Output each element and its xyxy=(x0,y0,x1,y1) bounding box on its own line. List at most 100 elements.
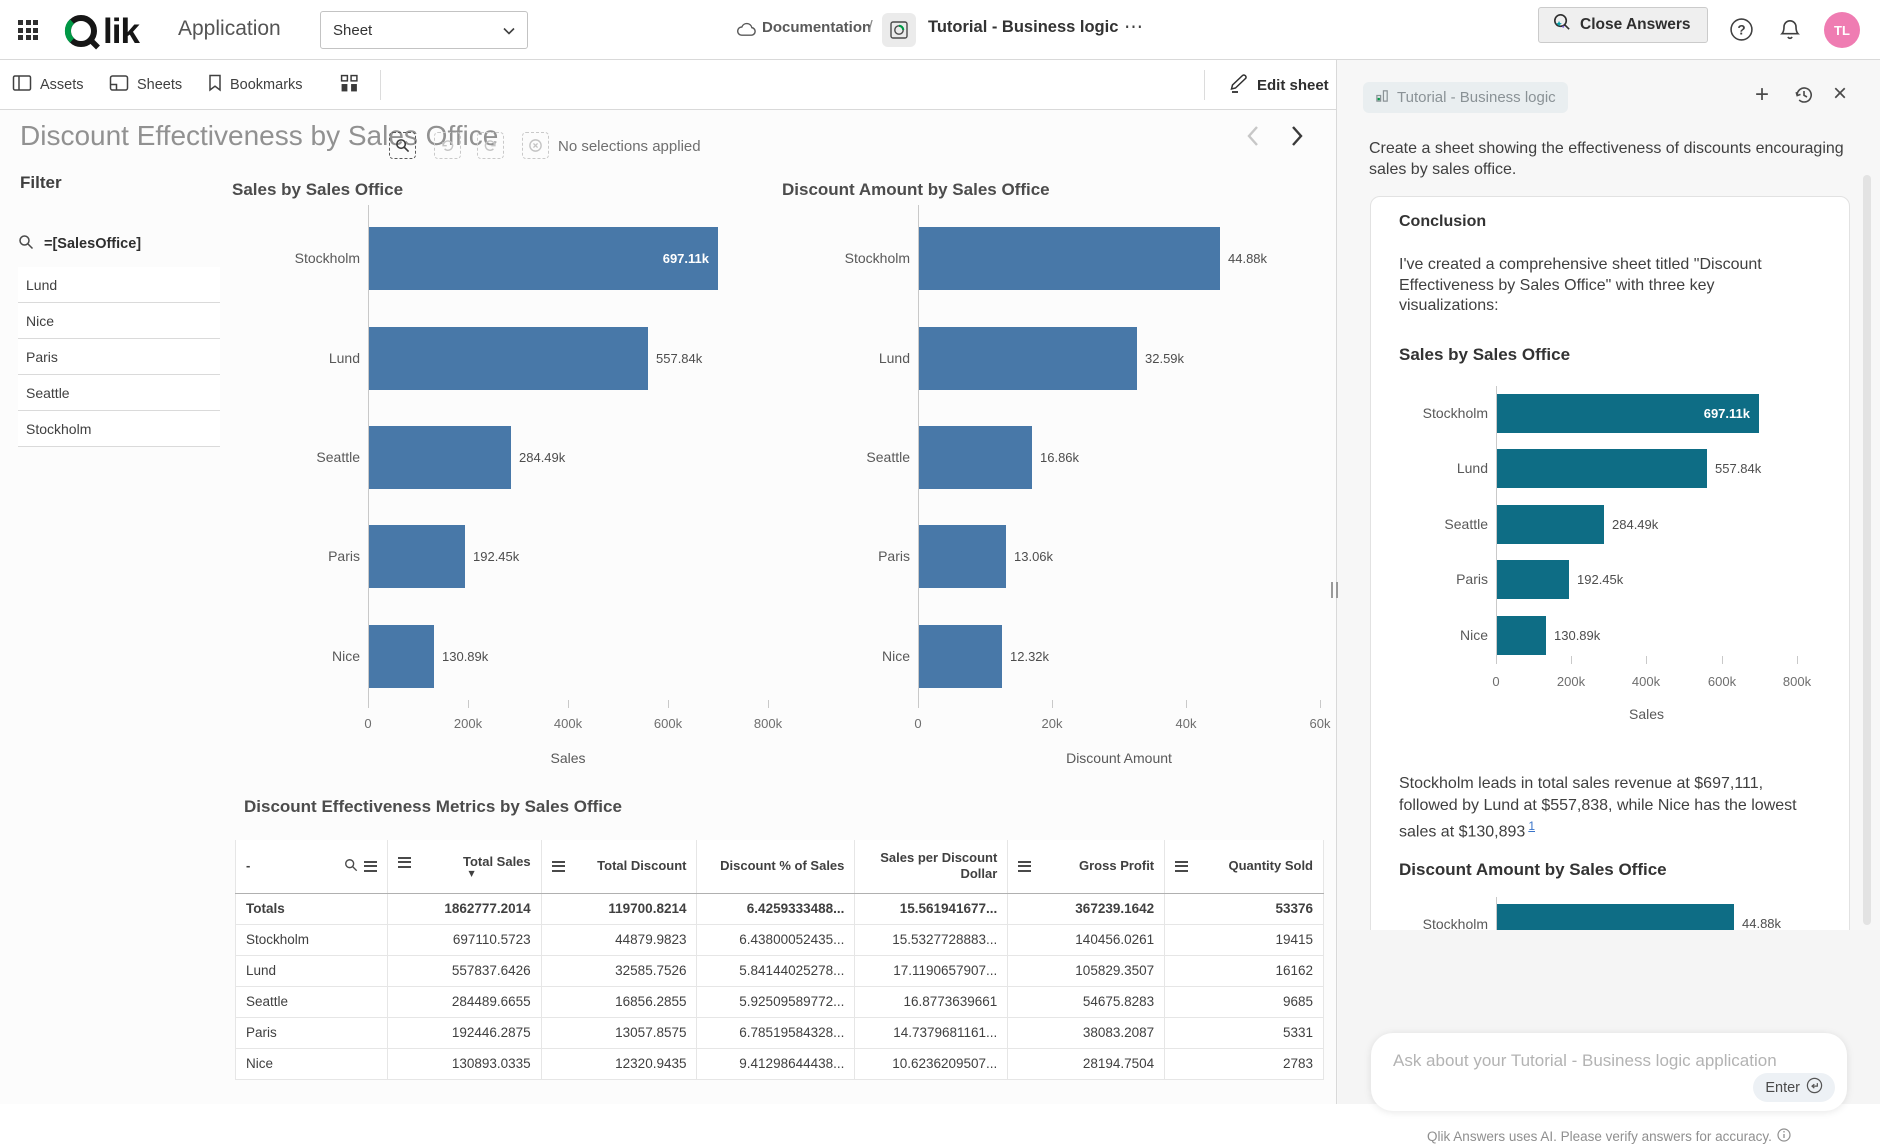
bar-lund[interactable] xyxy=(369,327,648,390)
column-header-quantity-sold[interactable]: Quantity Sold xyxy=(1164,840,1324,894)
dimension-cell[interactable]: Stockholm xyxy=(235,923,388,956)
bar-paris[interactable] xyxy=(369,525,465,588)
category-label-stockholm[interactable]: Stockholm xyxy=(1422,405,1488,421)
column-menu-icon[interactable] xyxy=(1175,860,1189,872)
measure-cell[interactable]: 19415 xyxy=(1164,923,1324,956)
category-label-nice[interactable]: Nice xyxy=(881,648,910,664)
panel-scrollbar[interactable] xyxy=(1863,175,1871,925)
bar-nice[interactable] xyxy=(919,625,1002,688)
column-header-gross-profit[interactable]: Gross Profit xyxy=(1007,840,1166,894)
measure-cell[interactable]: 54675.8283 xyxy=(1007,985,1166,1018)
measure-cell[interactable]: 192446.2875 xyxy=(386,1016,542,1049)
sheet-objects-button[interactable] xyxy=(340,60,359,110)
enter-button[interactable]: Enter xyxy=(1753,1073,1835,1102)
category-label-lund[interactable]: Lund xyxy=(328,350,360,366)
next-sheet-button[interactable] xyxy=(1290,124,1304,153)
clear-selections-button[interactable] xyxy=(522,132,549,159)
measure-cell[interactable]: 17.1190657907... xyxy=(854,954,1009,987)
history-icon[interactable] xyxy=(1793,84,1815,111)
filter-value-stockholm[interactable]: Stockholm xyxy=(18,411,220,447)
column-header-sales-per-discount-dollar[interactable]: Sales per Discount Dollar xyxy=(854,840,1009,894)
previous-sheet-button[interactable] xyxy=(1246,124,1260,153)
bar-paris[interactable] xyxy=(919,525,1006,588)
bar-seattle[interactable] xyxy=(369,426,511,489)
bar-seattle[interactable] xyxy=(1497,505,1604,544)
category-label-seattle[interactable]: Seattle xyxy=(316,449,360,465)
app-launcher-icon[interactable] xyxy=(18,20,38,40)
category-label-seattle[interactable]: Seattle xyxy=(1444,516,1488,532)
bar-lund[interactable] xyxy=(919,327,1137,390)
measure-cell[interactable]: 14.7379681161... xyxy=(854,1016,1009,1049)
measure-cell[interactable]: 28194.7504 xyxy=(1007,1047,1166,1080)
category-label-seattle[interactable]: Seattle xyxy=(866,449,910,465)
breadcrumb-app-title[interactable]: Tutorial - Business logic xyxy=(928,18,1119,36)
dimension-cell[interactable]: Seattle xyxy=(235,985,388,1018)
close-answers-button[interactable]: Close Answers xyxy=(1538,7,1708,43)
measure-cell[interactable]: 5331 xyxy=(1164,1016,1324,1049)
column-menu-icon[interactable] xyxy=(1018,860,1032,872)
notifications-bell-icon[interactable] xyxy=(1778,17,1802,47)
measure-cell[interactable]: 140456.0261 xyxy=(1007,923,1166,956)
bar-seattle[interactable] xyxy=(919,426,1032,489)
measure-cell[interactable]: 15.5327728883... xyxy=(854,923,1009,956)
close-panel-icon[interactable]: × xyxy=(1833,80,1848,107)
dimension-cell[interactable]: Paris xyxy=(235,1016,388,1049)
bar-paris[interactable] xyxy=(1497,560,1569,599)
measure-cell[interactable]: 16856.2855 xyxy=(540,985,698,1018)
bar-stockholm[interactable] xyxy=(919,227,1220,290)
user-avatar[interactable]: TL xyxy=(1824,12,1860,48)
column-header-discount-of-sales[interactable]: Discount % of Sales xyxy=(696,840,856,894)
column-menu-icon[interactable] xyxy=(551,860,565,872)
measure-cell[interactable]: 32585.7526 xyxy=(540,954,698,987)
measure-cell[interactable]: 557837.6426 xyxy=(386,954,542,987)
measure-cell[interactable]: 284489.6655 xyxy=(386,985,542,1018)
panel-resize-handle[interactable] xyxy=(1331,582,1341,600)
bar-stockholm[interactable] xyxy=(369,227,718,290)
measure-cell[interactable]: 38083.2087 xyxy=(1007,1016,1166,1049)
measure-cell[interactable]: 9.41298644438... xyxy=(696,1047,856,1080)
column-header-total-sales[interactable]: Total Sales ▼ xyxy=(386,840,542,894)
filter-value-seattle[interactable]: Seattle xyxy=(18,375,220,411)
filter-search-field[interactable]: =[SalesOffice] xyxy=(18,228,220,260)
column-menu-icon[interactable] xyxy=(397,856,411,868)
measure-cell[interactable]: 44879.9823 xyxy=(540,923,698,956)
column-header--[interactable]: - xyxy=(235,840,388,894)
measure-cell[interactable]: 105829.3507 xyxy=(1007,954,1166,987)
measure-cell[interactable]: 5.92509589772... xyxy=(696,985,856,1018)
help-icon[interactable]: ? xyxy=(1729,17,1754,47)
measure-cell[interactable]: 10.6236209507... xyxy=(854,1047,1009,1080)
column-header-total-discount[interactable]: Total Discount xyxy=(540,840,698,894)
measure-cell[interactable]: 130893.0335 xyxy=(386,1047,542,1080)
category-label-stockholm[interactable]: Stockholm xyxy=(1422,916,1488,932)
table-search-icon[interactable] xyxy=(344,858,358,875)
citation-link[interactable]: 1 xyxy=(1528,819,1536,833)
category-label-lund[interactable]: Lund xyxy=(878,350,910,366)
bookmarks-button[interactable]: Bookmarks xyxy=(208,60,303,110)
more-options-button[interactable]: ⋯ xyxy=(1124,17,1144,38)
filter-value-nice[interactable]: Nice xyxy=(18,303,220,339)
bar-nice[interactable] xyxy=(1497,616,1546,655)
breadcrumb-documentation[interactable]: Documentation xyxy=(762,19,872,36)
bar-lund[interactable] xyxy=(1497,449,1707,488)
dimension-cell[interactable]: Nice xyxy=(235,1047,388,1080)
category-label-stockholm[interactable]: Stockholm xyxy=(294,250,360,266)
smart-search-button[interactable] xyxy=(389,132,416,159)
new-conversation-button[interactable]: + xyxy=(1755,81,1770,108)
category-label-nice[interactable]: Nice xyxy=(1459,627,1488,643)
category-label-paris[interactable]: Paris xyxy=(878,548,910,564)
filter-value-lund[interactable]: Lund xyxy=(18,267,220,303)
category-label-paris[interactable]: Paris xyxy=(328,548,360,564)
sheets-button[interactable]: Sheets xyxy=(109,60,182,110)
dimension-cell[interactable]: Lund xyxy=(235,954,388,987)
measure-cell[interactable]: 12320.9435 xyxy=(540,1047,698,1080)
measure-cell[interactable]: 13057.8575 xyxy=(540,1016,698,1049)
column-menu-icon[interactable] xyxy=(363,860,377,872)
edit-sheet-button[interactable]: Edit sheet xyxy=(1228,60,1329,110)
bar-stockholm[interactable] xyxy=(1497,394,1759,433)
category-label-stockholm[interactable]: Stockholm xyxy=(844,250,910,266)
measure-cell[interactable]: 697110.5723 xyxy=(386,923,542,956)
redo-selection-button[interactable] xyxy=(477,132,504,159)
measure-cell[interactable]: 16162 xyxy=(1164,954,1324,987)
info-icon[interactable] xyxy=(1777,1128,1791,1145)
measure-cell[interactable]: 9685 xyxy=(1164,985,1324,1018)
